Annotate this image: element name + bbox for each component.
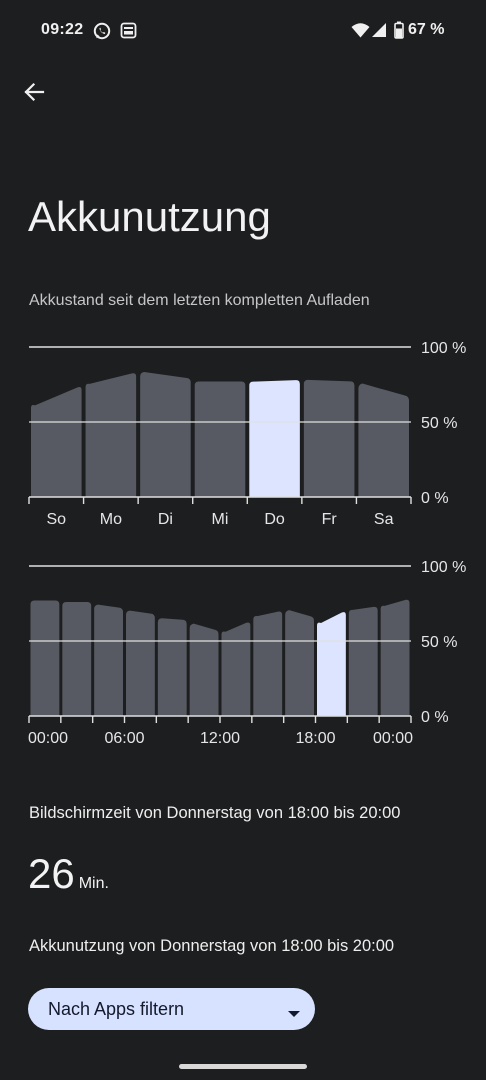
battery-usage-label: Akkunutzung von Donnerstag von 18:00 bis… bbox=[29, 937, 395, 955]
chart-bar[interactable] bbox=[358, 383, 409, 497]
x-tick-label: 00:00 bbox=[373, 730, 413, 747]
chart-bar[interactable] bbox=[285, 610, 314, 716]
y-tick-label: 100 % bbox=[421, 559, 466, 576]
chart-bar[interactable] bbox=[157, 618, 187, 716]
x-tick-label: 00:00 bbox=[28, 730, 68, 747]
hourly-battery-chart: 100 % 50 % 0 % 00:00 06:00 12:00 18:00 00:00 bbox=[28, 559, 466, 747]
filter-dropdown-label: Nach Apps filtern bbox=[48, 998, 185, 1019]
chart-bar[interactable] bbox=[126, 610, 155, 716]
notification-card-icon bbox=[120, 22, 137, 44]
x-tick-label: Mi bbox=[212, 511, 229, 528]
cellular-signal-icon bbox=[371, 22, 387, 43]
arrow-back-icon bbox=[23, 81, 45, 108]
y-tick-label: 0 % bbox=[421, 709, 449, 726]
status-bar: 09:22 67 % bbox=[0, 0, 486, 60]
x-tick-label: 12:00 bbox=[200, 730, 240, 747]
y-tick-label: 0 % bbox=[421, 490, 449, 507]
chart-bar[interactable] bbox=[303, 379, 355, 497]
y-tick-label: 100 % bbox=[421, 340, 466, 357]
chart-bar[interactable] bbox=[30, 600, 60, 717]
whatsapp-icon bbox=[93, 22, 111, 45]
x-tick-label: Do bbox=[264, 511, 285, 528]
chart-bar[interactable] bbox=[140, 372, 191, 497]
wifi-icon bbox=[351, 22, 370, 43]
dropdown-arrow-icon bbox=[287, 1005, 301, 1023]
chart-bar-selected[interactable] bbox=[249, 380, 300, 497]
x-tick-label: Di bbox=[158, 511, 173, 528]
chart-bar[interactable] bbox=[85, 373, 137, 497]
x-tick-label: 18:00 bbox=[295, 730, 335, 747]
y-tick-label: 50 % bbox=[421, 415, 457, 432]
chart-bar[interactable] bbox=[31, 387, 82, 497]
x-tick-label: So bbox=[46, 511, 66, 528]
chart-bar-selected[interactable] bbox=[317, 612, 346, 716]
battery-icon bbox=[394, 21, 404, 44]
screen-time-number: 26 bbox=[28, 850, 75, 897]
back-button[interactable] bbox=[18, 78, 50, 110]
screen-time-value: 26 Min. bbox=[28, 850, 109, 898]
status-time: 09:22 bbox=[41, 21, 84, 38]
chart-bar[interactable] bbox=[94, 604, 123, 716]
battery-percent: 67 % bbox=[408, 21, 445, 38]
daily-battery-chart: 100 % 50 % 0 % So Mo Di Mi Do Fr Sa bbox=[28, 340, 466, 528]
chart-bar[interactable] bbox=[348, 606, 378, 716]
screen-time-unit: Min. bbox=[78, 875, 109, 892]
x-tick-label: Fr bbox=[322, 511, 338, 528]
chart-bar[interactable] bbox=[253, 611, 283, 716]
screen-time-label: Bildschirmzeit von Donnerstag von 18:00 … bbox=[29, 804, 401, 822]
y-tick-label: 50 % bbox=[421, 634, 457, 651]
x-tick-label: 06:00 bbox=[104, 730, 144, 747]
chart-bar[interactable] bbox=[189, 623, 219, 716]
chart-bar[interactable] bbox=[380, 599, 410, 716]
chart-caption: Akkustand seit dem letzten kompletten Au… bbox=[29, 292, 370, 309]
filter-by-apps-dropdown[interactable]: Nach Apps filtern bbox=[28, 988, 315, 1030]
chart-bar[interactable] bbox=[194, 381, 246, 498]
page-title: Akkunutzung bbox=[28, 193, 271, 240]
home-indicator[interactable] bbox=[179, 1064, 307, 1069]
x-tick-label: Mo bbox=[100, 511, 122, 528]
chart-bar[interactable] bbox=[221, 622, 251, 716]
x-tick-label: Sa bbox=[374, 511, 394, 528]
chart-bar[interactable] bbox=[62, 602, 92, 716]
